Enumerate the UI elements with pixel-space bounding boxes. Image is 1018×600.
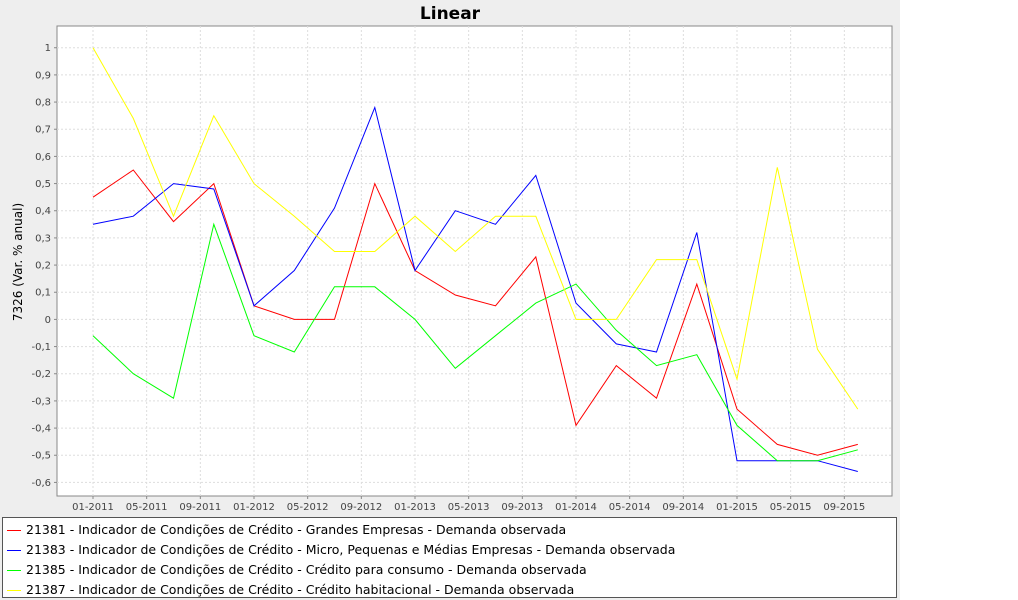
grid-lines [57, 26, 892, 496]
y-tick-label: 0,9 [35, 70, 51, 81]
series-line-3 [92, 222, 858, 462]
y-tick-label: 0,5 [35, 179, 51, 190]
y-tick-label: -0,5 [31, 451, 51, 462]
x-tick-label: 05-2011 [126, 502, 168, 513]
y-tick-label: 0,7 [35, 125, 51, 136]
legend-item: 21383 - Indicador de Condições de Crédit… [3, 540, 896, 560]
line-chart: Linear 7326 (Var. % anual) 1 0,9 0,8 0,7 0,6… [11, 4, 893, 513]
x-tick-label: 09-2014 [662, 502, 704, 513]
y-tick-label: -0,3 [31, 396, 51, 407]
x-tick-label: 01-2011 [72, 502, 114, 513]
series-line-1 [92, 169, 858, 456]
chart-title: Linear [420, 4, 481, 24]
x-tick-label: 05-2015 [770, 502, 812, 513]
legend-swatch [7, 549, 21, 551]
y-tick-label: -0,2 [31, 369, 51, 380]
y-tick-label: 0 [45, 315, 51, 326]
legend-swatch [7, 589, 21, 591]
legend-item: 21385 - Indicador de Condições de Crédit… [3, 560, 896, 580]
y-tick-label: -0,1 [31, 342, 51, 353]
x-tick-label: 09-2011 [179, 502, 221, 513]
legend-swatch [7, 569, 21, 571]
y-axis-label: 7326 (Var. % anual) [11, 203, 25, 321]
series-lines [92, 47, 859, 472]
legend: 21381 - Indicador de Condições de Crédit… [2, 517, 897, 598]
y-tick-label: -0,6 [31, 478, 51, 489]
legend-label: 21383 - Indicador de Condições de Crédit… [26, 542, 676, 557]
y-tick-label: 1 [45, 43, 51, 54]
y-tick-label: -0,4 [31, 424, 51, 435]
x-tick-label: 09-2012 [340, 502, 382, 513]
y-tick-label: 0,1 [35, 288, 51, 299]
y-tick-label: 0,3 [35, 233, 51, 244]
y-tick-label: 0,6 [35, 152, 51, 163]
x-tick-label: 01-2012 [233, 502, 275, 513]
x-tick-label: 01-2013 [394, 502, 436, 513]
y-tick-label: 0,4 [35, 206, 51, 217]
legend-label: 21381 - Indicador de Condições de Crédit… [26, 522, 567, 537]
legend-swatch [7, 529, 21, 531]
legend-item: 21387 - Indicador de Condições de Crédit… [3, 580, 896, 600]
x-tick-label: 05-2012 [287, 502, 329, 513]
x-tick-label: 09-2013 [501, 502, 543, 513]
x-tick-label: 09-2015 [823, 502, 865, 513]
x-tick-label: 01-2014 [555, 502, 597, 513]
plot-area [56, 25, 893, 497]
series-line-2 [92, 105, 858, 472]
x-tick-label: 05-2013 [448, 502, 490, 513]
legend-label: 21385 - Indicador de Condições de Crédit… [26, 562, 587, 577]
legend-item: 21381 - Indicador de Condições de Crédit… [3, 520, 896, 540]
chart-panel: Linear 7326 (Var. % anual) 1 0,9 0,8 0,7 0,6… [0, 0, 900, 600]
x-tick-label: 01-2015 [716, 502, 758, 513]
x-tick-label: 05-2014 [609, 502, 651, 513]
legend-label: 21387 - Indicador de Condições de Crédit… [26, 582, 575, 597]
y-tick-label: 0,2 [35, 261, 51, 272]
series-line-4 [92, 47, 859, 410]
y-tick-label: 0,8 [35, 98, 51, 109]
axes: 1 0,9 0,8 0,7 0,6 0,5 0,4 0,3 0,2 0,1 0 -0,1 -0,2 -0,… [31, 43, 865, 513]
